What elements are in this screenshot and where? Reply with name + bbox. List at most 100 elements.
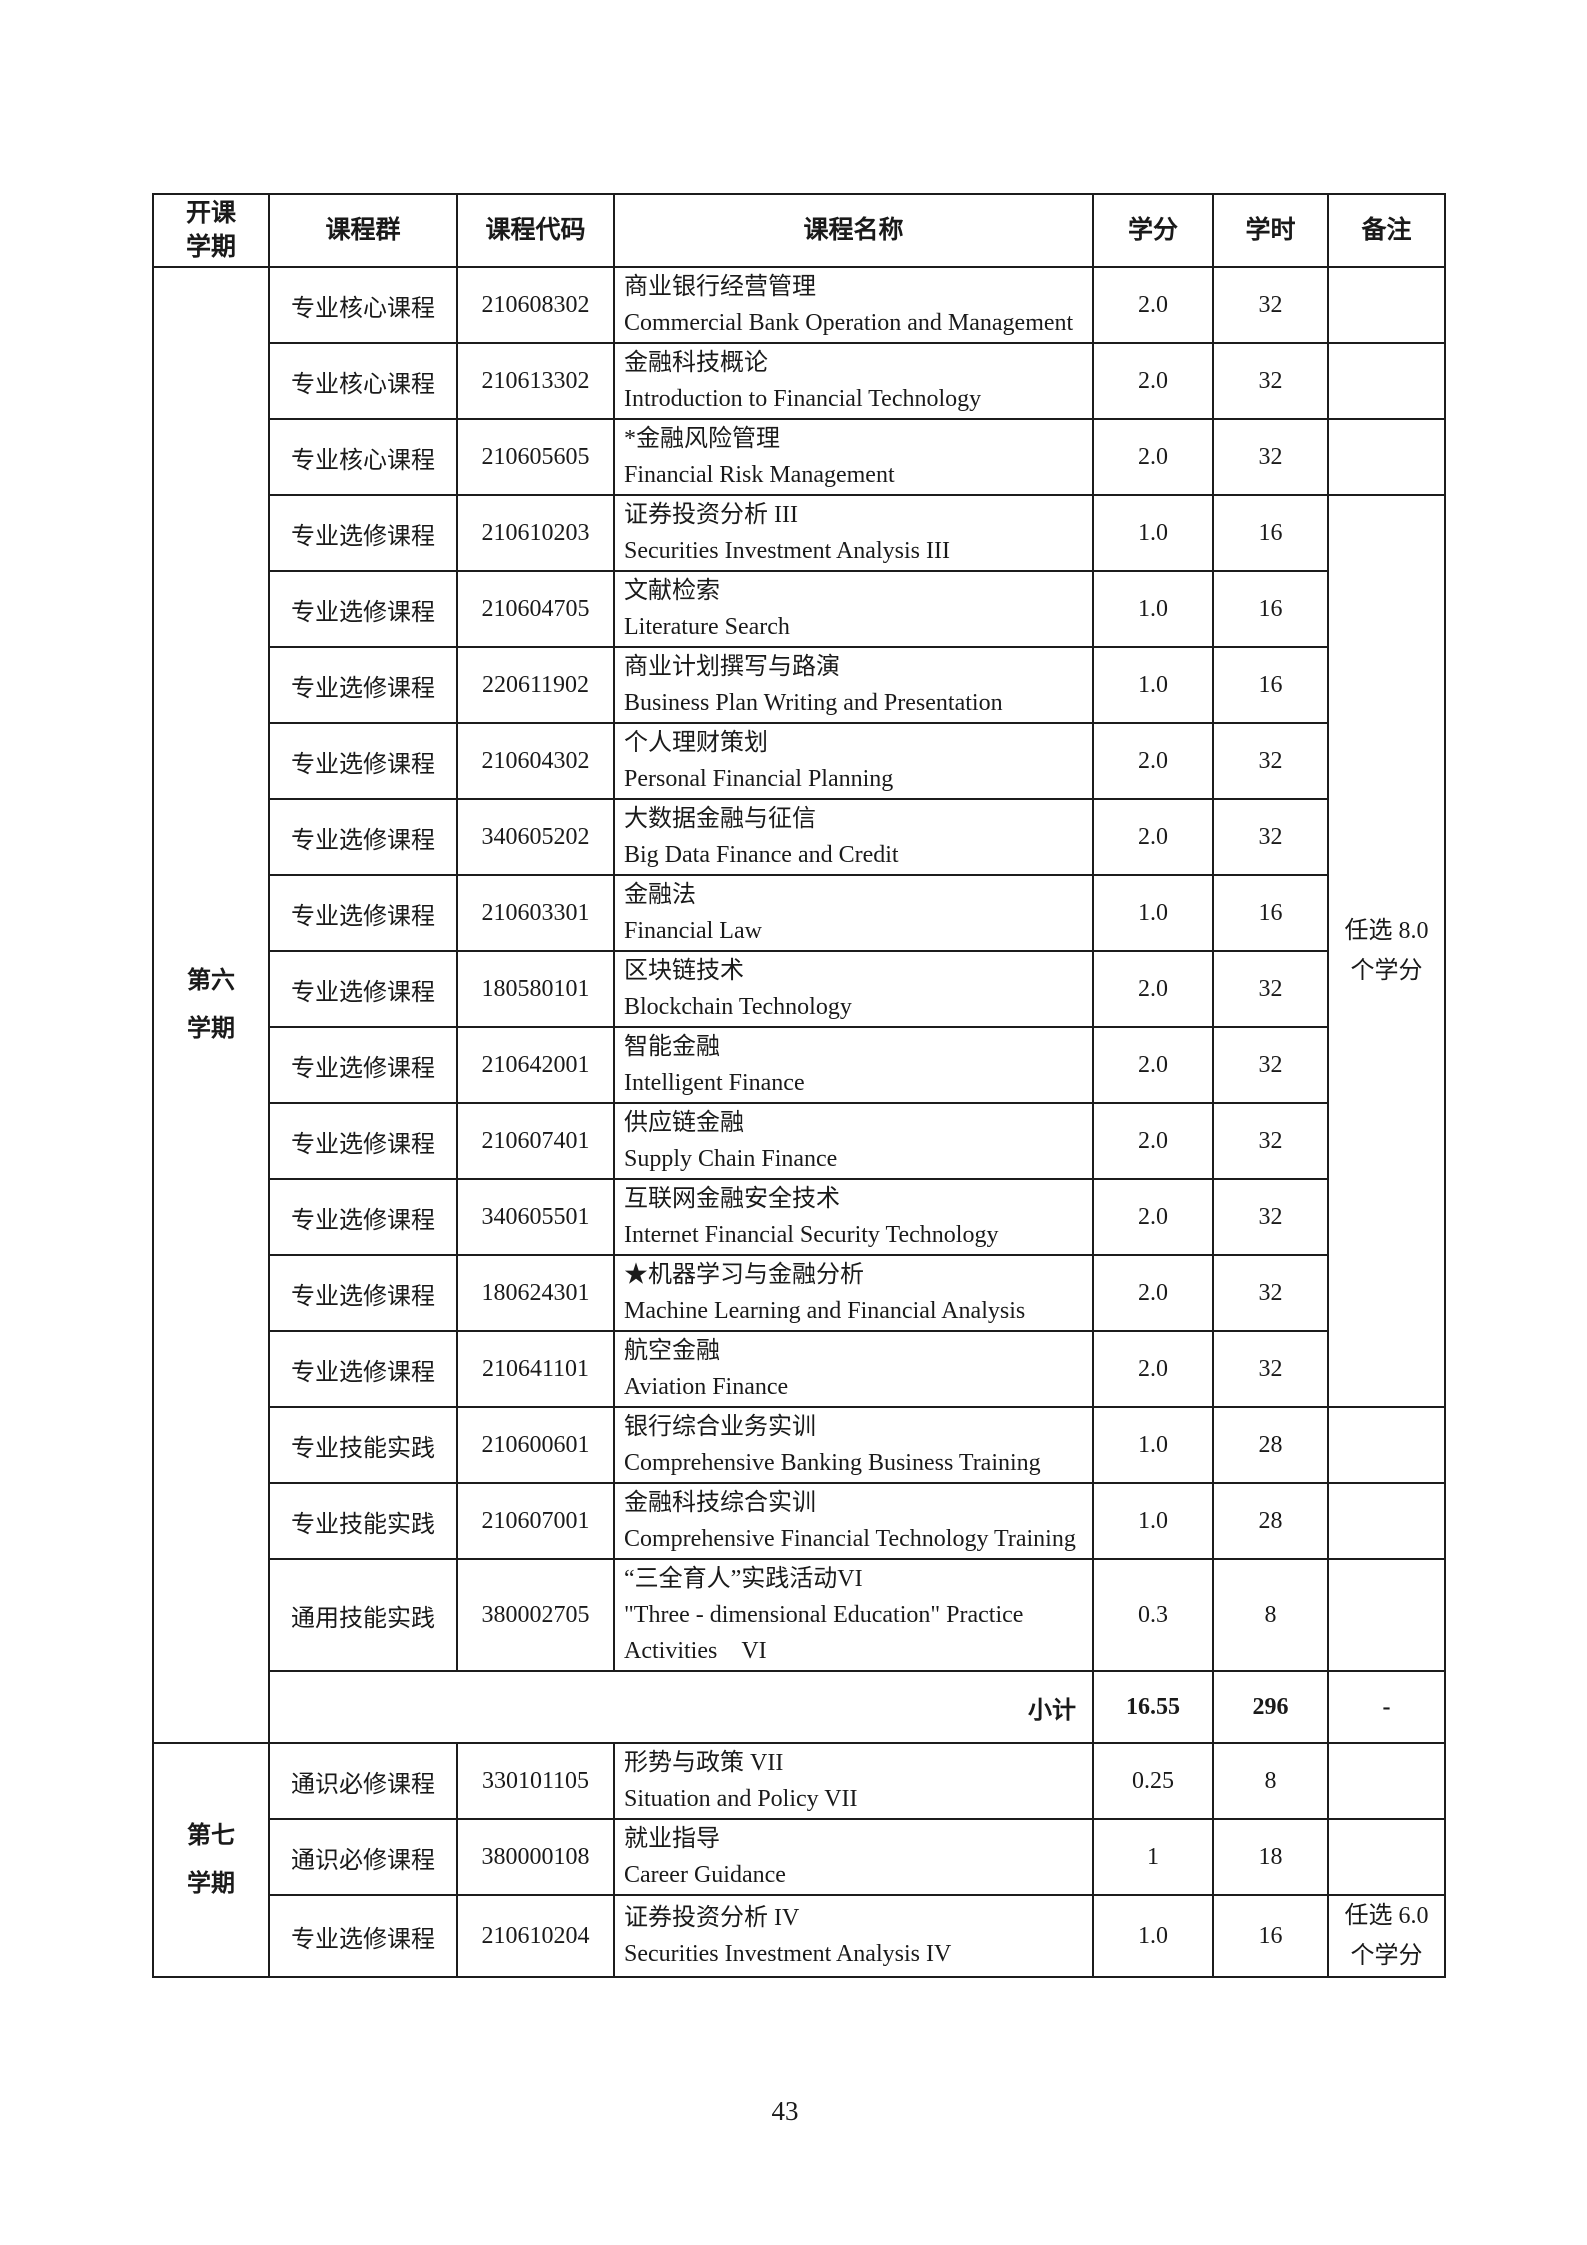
course-remark-cell xyxy=(1327,1482,1446,1560)
course-code-cell: 210607401 xyxy=(456,1102,615,1180)
course-code-cell: 210641101 xyxy=(456,1330,615,1408)
course-hours-cell: 16 xyxy=(1212,874,1329,952)
course-remark-cell: 任选 6.0 个学分 xyxy=(1327,1894,1446,1978)
course-name-zh: 商业计划撰写与路演 xyxy=(624,654,840,680)
course-row: 专业技能实践 210607001 金融科技综合实训 Comprehensive Fin… xyxy=(153,1482,1446,1560)
course-group-cell: 专业核心课程 xyxy=(268,342,458,420)
course-code-cell: 220611902 xyxy=(456,646,615,724)
course-name-en: Securities Investment Analysis III xyxy=(624,538,950,564)
course-name-cell: 银行综合业务实训 Comprehensive Banking Business T… xyxy=(613,1406,1094,1484)
course-remark-cell xyxy=(1327,418,1446,496)
table-header-row: 开课 学期 课程群 课程代码 课程名称 学分 学时 备注 xyxy=(152,193,1446,268)
course-group-cell: 专业选修课程 xyxy=(268,1330,458,1408)
course-name-zh: 文献检索 xyxy=(624,578,720,604)
course-hours-cell: 18 xyxy=(1212,1818,1329,1896)
course-group-cell: 专业选修课程 xyxy=(268,646,458,724)
course-credits-cell: 2.0 xyxy=(1092,1026,1214,1104)
course-credits-cell: 1.0 xyxy=(1092,570,1214,648)
course-credits-cell: 2.0 xyxy=(1092,1178,1214,1256)
course-name-zh: 大数据金融与征信 xyxy=(624,806,816,832)
course-remark-cell xyxy=(1327,1406,1446,1484)
course-name-cell: 商业计划撰写与路演 Business Plan Writing and Prese… xyxy=(613,646,1094,724)
course-name-zh: 互联网金融安全技术 xyxy=(624,1186,840,1212)
course-hours-cell: 16 xyxy=(1212,1894,1329,1978)
course-name-zh: 金融科技综合实训 xyxy=(624,1490,816,1516)
course-name-en: Comprehensive Banking Business Training xyxy=(624,1450,1041,1476)
course-hours-cell: 16 xyxy=(1212,494,1329,572)
course-code-cell: 210610204 xyxy=(456,1894,615,1978)
course-name-en: Comprehensive Financial Technology Train… xyxy=(624,1526,1076,1552)
course-hours-cell: 32 xyxy=(1212,418,1329,496)
course-hours-cell: 28 xyxy=(1212,1482,1329,1560)
course-name-zh: 证券投资分析 III xyxy=(624,502,798,528)
course-hours-cell: 32 xyxy=(1212,342,1329,420)
header-course-code: 课程代码 xyxy=(456,193,615,268)
course-name-zh: 航空金融 xyxy=(624,1338,720,1364)
course-credits-cell: 1.0 xyxy=(1092,874,1214,952)
course-credits-cell: 2.0 xyxy=(1092,1254,1214,1332)
course-hours-cell: 32 xyxy=(1212,722,1329,800)
course-name-cell: 互联网金融安全技术 Internet Financial Security Tec… xyxy=(613,1178,1094,1256)
course-name-cell: 智能金融 Intelligent Finance xyxy=(613,1026,1094,1104)
course-group-cell: 专业技能实践 xyxy=(268,1482,458,1560)
course-name-cell: 商业银行经营管理 Commercial Bank Operation and Ma… xyxy=(613,266,1094,344)
course-row: 专业选修课程 180580101 区块链技术 Blockchain Technolog… xyxy=(153,950,1445,1028)
course-row: 专业技能实践 210600601 银行综合业务实训 Comprehensive Ban… xyxy=(153,1406,1446,1484)
course-code-cell: 210613302 xyxy=(456,342,615,420)
subtotal-row: 小计 16.55 296- xyxy=(153,1670,1446,1744)
course-credits-cell: 0.3 xyxy=(1092,1558,1214,1672)
course-credits-cell: 0.25 xyxy=(1092,1742,1214,1820)
course-name-zh: 银行综合业务实训 xyxy=(624,1414,816,1440)
course-group-cell: 专业核心课程 xyxy=(268,266,458,344)
course-name-zh: 供应链金融 xyxy=(624,1110,744,1136)
course-row: 专业选修课程 210641101 航空金融 Aviation Finance 2.0 32 xyxy=(153,1330,1445,1408)
course-group-cell: 专业核心课程 xyxy=(268,418,458,496)
course-name-en: Financial Law xyxy=(624,918,762,944)
course-hours-cell: 32 xyxy=(1212,1254,1329,1332)
header-course-name: 课程名称 xyxy=(613,193,1094,268)
course-hours-cell: 8 xyxy=(1212,1558,1329,1672)
course-code-cell: 210642001 xyxy=(456,1026,615,1104)
course-name-en: Literature Search xyxy=(624,614,790,640)
course-credits-cell: 1.0 xyxy=(1092,1482,1214,1560)
course-code-cell: 210604705 xyxy=(456,570,615,648)
subtotal-remark: - xyxy=(1327,1670,1446,1744)
course-remark-cell xyxy=(1327,1558,1446,1672)
course-name-en: Big Data Finance and Credit xyxy=(624,842,899,868)
course-name-zh: 个人理财策划 xyxy=(624,730,768,756)
course-name-en: Business Plan Writing and Presentation xyxy=(624,690,1003,716)
course-name-cell: 金融法 Financial Law xyxy=(613,874,1094,952)
course-hours-cell: 28 xyxy=(1212,1406,1329,1484)
course-row: 专业选修课程 210604705 文献检索 Literature Search 1.0 1… xyxy=(153,570,1445,648)
course-row: 通识必修课程 380000108 就业指导 Career Guidance 1 18 xyxy=(153,1818,1446,1896)
course-hours-cell: 32 xyxy=(1212,1026,1329,1104)
subtotal-credits: 16.55 xyxy=(1092,1670,1214,1744)
course-hours-cell: 16 xyxy=(1212,570,1329,648)
course-credits-cell: 2.0 xyxy=(1092,798,1214,876)
course-name-zh: ★机器学习与金融分析 xyxy=(624,1262,864,1288)
course-row: 专业选修课程 180624301 ★机器学习与金融分析 Machine Learnin… xyxy=(153,1254,1445,1332)
course-name-cell: 大数据金融与征信 Big Data Finance and Credit xyxy=(613,798,1094,876)
course-code-cell: 210607001 xyxy=(456,1482,615,1560)
course-hours-cell: 32 xyxy=(1212,798,1329,876)
course-name-en: Financial Risk Management xyxy=(624,462,895,488)
curriculum-table: 开课 学期 课程群 课程代码 课程名称 学分 学时 备注 第六 学期 专业核心课程… xyxy=(152,193,1446,1978)
course-name-zh: *金融风险管理 xyxy=(624,426,780,452)
course-name-cell: 航空金融 Aviation Finance xyxy=(613,1330,1094,1408)
course-name-en: Machine Learning and Financial Analysis xyxy=(624,1298,1026,1324)
course-name-cell: 证券投资分析 III Securities Investment Analysis… xyxy=(613,494,1094,572)
course-name-cell: 金融科技综合实训 Comprehensive Financial Technolo… xyxy=(613,1482,1094,1560)
course-name-en: Commercial Bank Operation and Management xyxy=(624,310,1074,336)
course-code-cell: 210603301 xyxy=(456,874,615,952)
course-code-cell: 380002705 xyxy=(456,1558,615,1672)
course-name-en: Aviation Finance xyxy=(624,1374,789,1400)
course-name-en: Internet Financial Security Technology xyxy=(624,1222,999,1248)
course-name-cell: 就业指导 Career Guidance xyxy=(613,1818,1094,1896)
course-hours-cell: 32 xyxy=(1212,1102,1329,1180)
course-group-cell: 通用技能实践 xyxy=(268,1558,458,1672)
course-row: 专业核心课程 210613302 金融科技概论 Introduction to Fin… xyxy=(153,342,1446,420)
course-hours-cell: 32 xyxy=(1212,1330,1329,1408)
course-hours-cell: 8 xyxy=(1212,1742,1329,1820)
course-name-en: Blockchain Technology xyxy=(624,994,852,1020)
course-remark-cell xyxy=(1327,266,1446,344)
